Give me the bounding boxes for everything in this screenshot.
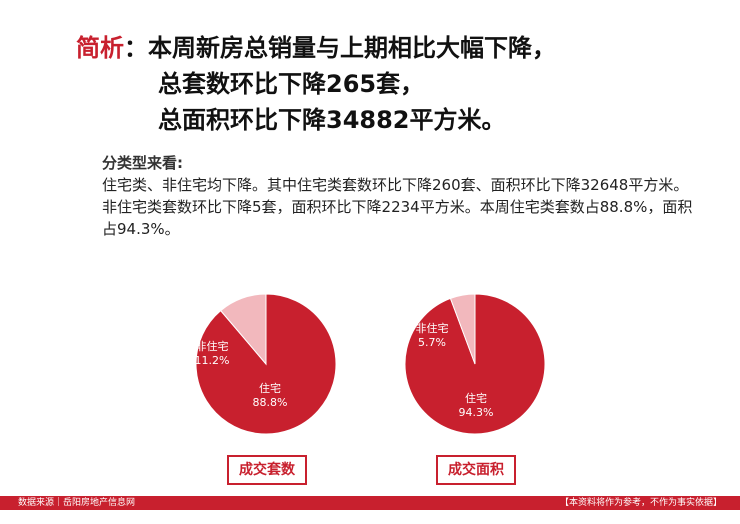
detail-title: 分类型来看: [102,154,183,172]
chart-caption-units: 成交套数 [227,455,307,485]
slice-value-label: 11.2% [195,354,230,367]
headline-colon: ： [124,34,148,62]
slice-value-label: 5.7% [418,336,446,349]
slice-label: 非住宅 [196,339,229,353]
detail-section: 分类型来看: 住宅类、非住宅均下降。其中住宅类套数环比下降260套、面积环比下降… [102,152,702,240]
slice-label: 住宅 [465,391,487,405]
pie-slice-non-residential [449,293,476,365]
slice-label: 住宅 [259,381,281,395]
footer-bar: 数据来源｜岳阳房地产信息网 【本资料将作为参考，不作为事实依据】 [0,496,740,510]
headline-line-1: 简析：本周新房总销量与上期相比大幅下降， [76,30,556,66]
slice-value-label: 88.8% [253,396,288,409]
headline-lead: 简析 [76,34,124,62]
chart-caption-area: 成交面积 [436,455,516,485]
headline: 简析：本周新房总销量与上期相比大幅下降， 总套数环比下降265套， 总面积环比下… [76,30,556,138]
headline-line-3: 总面积环比下降34882平方米。 [158,106,506,134]
detail-body: 住宅类、非住宅均下降。其中住宅类套数环比下降260套、面积环比下降32648平方… [102,176,693,238]
slice-value-label: 94.3% [459,406,494,419]
slice-label: 非住宅 [416,321,449,335]
footer-source: 数据来源｜岳阳房地产信息网 [18,498,136,508]
footer-disclaimer: 【本资料将作为参考，不作为事实依据】 [559,498,722,508]
pie-slice-non-residential [220,293,267,366]
headline-line-2: 总套数环比下降265套， [158,70,425,98]
headline-text-1: 本周新房总销量与上期相比大幅下降， [148,34,556,62]
